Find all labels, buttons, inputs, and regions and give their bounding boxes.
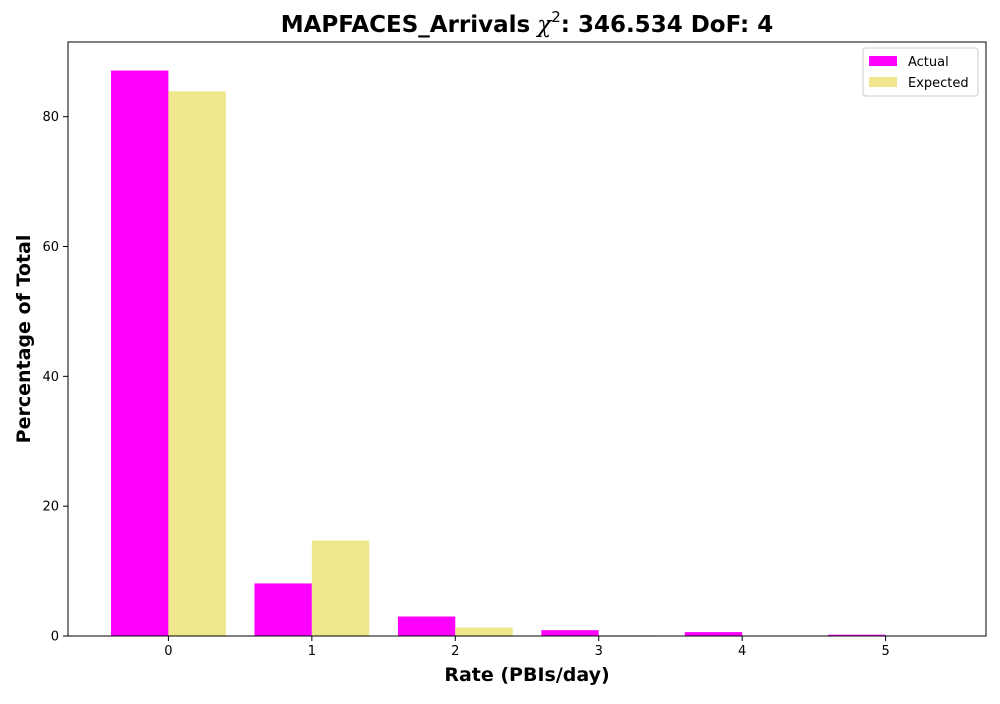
chart-title-superscript: 2 xyxy=(551,8,561,26)
y-tick-label-40: 40 xyxy=(42,370,59,385)
legend-label-expected: Expected xyxy=(908,76,969,91)
y-tick-label-0: 0 xyxy=(51,630,59,645)
y-tick-label-80: 80 xyxy=(42,110,59,125)
legend-label-actual: Actual xyxy=(908,55,949,70)
x-tick-label-1: 1 xyxy=(308,644,316,659)
x-tick-label-5: 5 xyxy=(881,644,889,659)
chart-title-chi: χ xyxy=(535,12,553,38)
axes-frame xyxy=(67,41,987,637)
x-tick-label-3: 3 xyxy=(595,644,603,659)
bar-actual-0 xyxy=(111,70,169,636)
bar-expected-2 xyxy=(455,627,513,636)
x-tick-label-4: 4 xyxy=(738,644,746,659)
y-axis-label: Percentage of Total xyxy=(13,235,35,444)
bar-actual-2 xyxy=(397,616,456,636)
axes: 0 1 2 3 4 5 0 20 40 60 80 xyxy=(42,41,987,659)
bar-actual-4 xyxy=(684,632,743,636)
y-tick-label-60: 60 xyxy=(42,240,59,255)
bar-actual-1 xyxy=(254,583,312,636)
x-tick-label-2: 2 xyxy=(451,644,459,659)
bar-actual-5 xyxy=(828,634,886,636)
chart-title: MAPFACES_Arrivals χ2: 346.534 DoF: 4 xyxy=(281,8,774,38)
bar-expected-0 xyxy=(168,91,226,636)
bar-actual-3 xyxy=(541,630,599,636)
plot-area xyxy=(111,70,886,636)
legend-swatch-actual xyxy=(869,56,897,66)
legend: Actual Expected xyxy=(862,47,979,97)
y-tick-label-20: 20 xyxy=(42,500,59,515)
chart-title-rest: : 346.534 DoF: 4 xyxy=(561,12,774,38)
legend-swatch-expected xyxy=(869,77,897,87)
x-axis-label: Rate (PBIs/day) xyxy=(444,664,609,686)
x-tick-label-0: 0 xyxy=(164,644,172,659)
bar-expected-1 xyxy=(311,540,370,636)
chart-title-main: MAPFACES_Arrivals xyxy=(281,12,531,38)
